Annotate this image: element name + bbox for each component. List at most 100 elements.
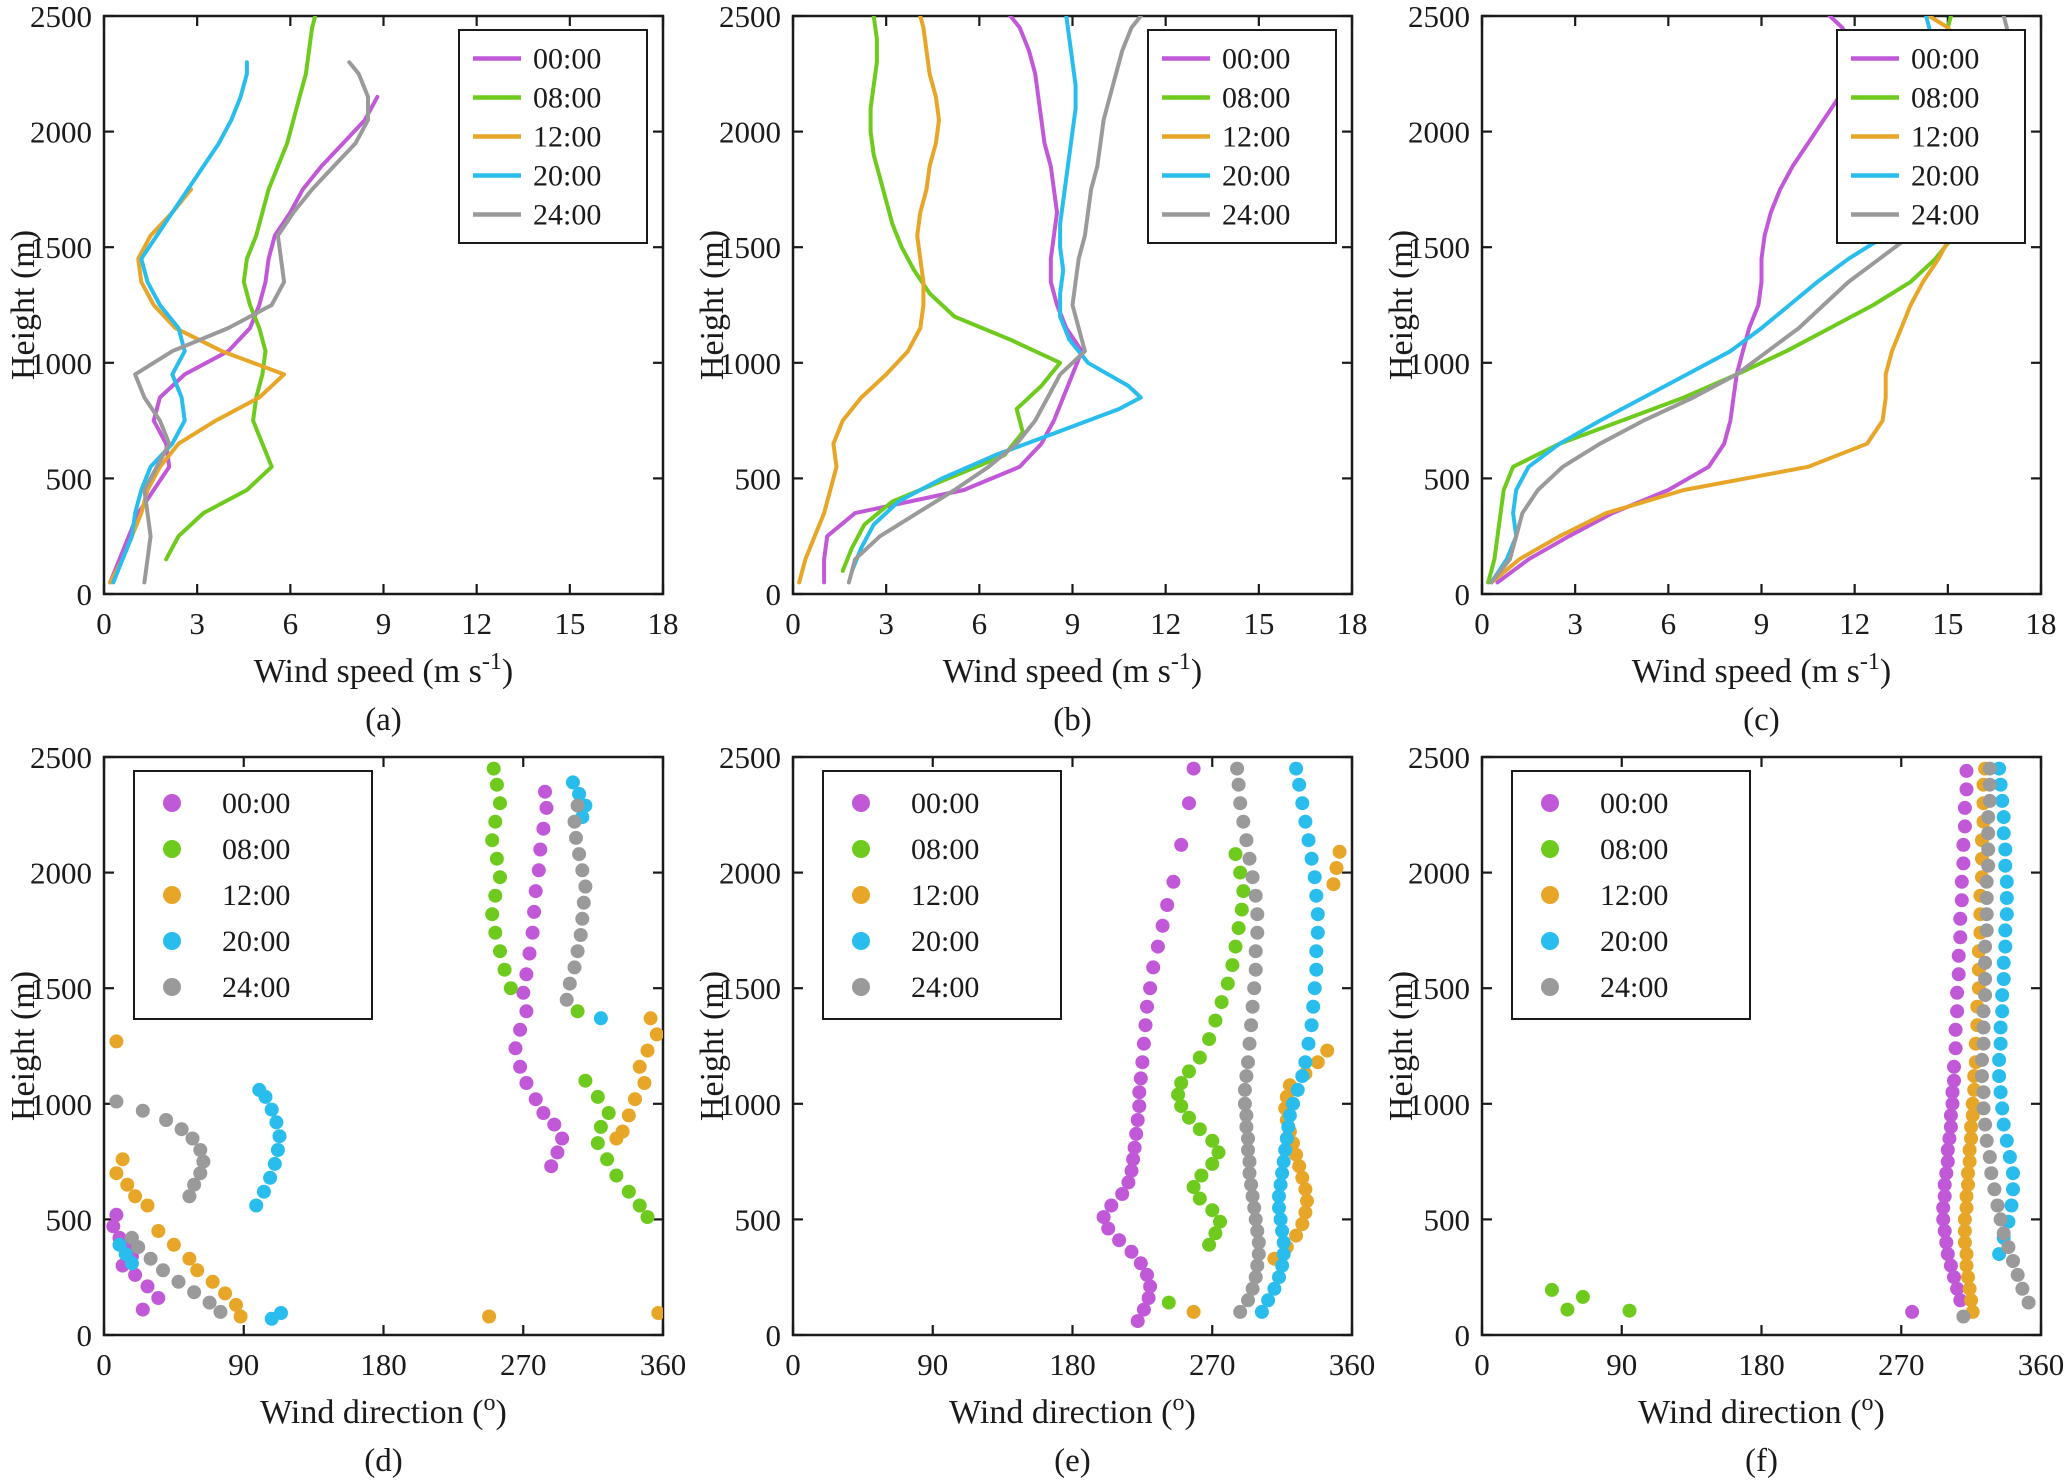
x-tick-label: 0 <box>785 1347 801 1382</box>
series-dots-00:00 <box>1905 763 1974 1319</box>
legend-label: 20:00 <box>911 925 979 958</box>
legend-label: 00:00 <box>1911 43 1979 76</box>
legend-label: 20:00 <box>533 160 601 193</box>
y-tick-label: 1500 <box>30 230 92 265</box>
legend-label: 12:00 <box>533 121 601 154</box>
legend-label: 24:00 <box>1911 199 1979 232</box>
x-tick-label: 90 <box>228 1347 259 1382</box>
x-tick-label: 270 <box>1878 1347 1925 1382</box>
x-axis-label: Wind direction (o) <box>260 1390 507 1431</box>
series-layer <box>1544 761 2036 1324</box>
y-tick-label: 2500 <box>30 0 92 34</box>
legend: 00:00 08:00 12:00 20:00 24:00 <box>1836 29 2026 244</box>
series-dots-08:00 <box>1544 1282 1637 1318</box>
legend-label: 08:00 <box>911 833 979 866</box>
legend: 00:00 08:00 12:00 20:00 24:00 <box>1147 29 1337 244</box>
x-tick-label: 15 <box>1243 606 1274 641</box>
y-tick-label: 2500 <box>30 741 92 775</box>
y-tick-label: 1500 <box>1408 971 1470 1006</box>
legend-label: 24:00 <box>533 199 601 232</box>
x-tick-label: 360 <box>2018 1347 2065 1382</box>
legend-label: 08:00 <box>1911 82 1979 115</box>
series-dots-00:00 <box>1096 761 1201 1329</box>
x-axis-label: Wind speed (m s-1) <box>254 649 513 690</box>
legend-label: 24:00 <box>911 971 979 1004</box>
x-tick-label: 9 <box>1065 606 1081 641</box>
y-tick-label: 1000 <box>719 346 781 381</box>
legend-label: 00:00 <box>911 787 979 820</box>
x-tick-label: 15 <box>554 606 585 641</box>
y-tick-label: 0 <box>766 1318 782 1353</box>
x-tick-label: 6 <box>972 606 988 641</box>
y-tick-label: 500 <box>1424 1202 1471 1237</box>
panel-letter: (e) <box>1054 1443 1091 1479</box>
legend-label: 12:00 <box>911 879 979 912</box>
x-tick-label: 360 <box>640 1347 687 1382</box>
x-tick-label: 0 <box>96 606 112 641</box>
legend: 00:00 08:00 12:00 20:00 24:00 <box>1511 770 1751 1020</box>
series-line-24:00 <box>846 16 1143 585</box>
panel-letter: (c) <box>1743 702 1780 738</box>
series-dots-24:00 <box>109 798 593 1319</box>
y-tick-label: 1500 <box>30 971 92 1006</box>
legend-label: 00:00 <box>1222 43 1290 76</box>
x-axis-label: Wind speed (m s-1) <box>1632 649 1891 690</box>
x-tick-label: 3 <box>1567 606 1583 641</box>
legend-label: 12:00 <box>1911 121 1979 154</box>
x-tick-label: 270 <box>500 1347 547 1382</box>
x-tick-label: 0 <box>1474 606 1490 641</box>
y-axis: 0 500 1000 1500 2000 2500 <box>719 741 1352 1353</box>
y-tick-label: 1000 <box>719 1087 781 1122</box>
series-dots-08:00 <box>485 761 655 1225</box>
x-axis-label: Wind direction (o) <box>1638 1390 1885 1431</box>
y-tick-label: 0 <box>1455 1318 1471 1353</box>
x-tick-label: 180 <box>1049 1347 1096 1382</box>
legend-label: 12:00 <box>222 879 290 912</box>
y-tick-label: 0 <box>77 577 93 612</box>
series-line-08:00 <box>840 16 1063 573</box>
x-tick-label: 12 <box>461 606 492 641</box>
x-tick-label: 6 <box>1661 606 1677 641</box>
y-axis-label: Height (m) <box>1383 230 1420 380</box>
y-tick-label: 2000 <box>719 115 781 150</box>
series-line-00:00 <box>822 16 1084 585</box>
panel-e-chart: 0 90 180 270 360 0 500 1000 1500 2000 2500 Wind dir… <box>694 741 1376 1479</box>
x-axis-label: Wind speed (m s-1) <box>943 649 1202 690</box>
x-tick-label: 9 <box>1754 606 1770 641</box>
x-tick-label: 270 <box>1189 1347 1236 1382</box>
legend: 00:00 08:00 12:00 20:00 24:00 <box>458 29 648 244</box>
y-tick-label: 2500 <box>719 741 781 775</box>
y-tick-label: 1000 <box>30 1087 92 1122</box>
series-line-20:00 <box>850 16 1143 573</box>
x-axis-label: Wind direction (o) <box>949 1390 1196 1431</box>
series-line-12:00 <box>797 16 941 585</box>
y-tick-label: 1500 <box>1408 230 1470 265</box>
legend-label: 24:00 <box>1600 971 1668 1004</box>
x-tick-label: 90 <box>1606 1347 1637 1382</box>
y-axis: 0 500 1000 1500 2000 2500 <box>1408 0 2041 612</box>
y-tick-label: 500 <box>46 461 93 496</box>
series-dots-24:00 <box>1230 761 1266 1319</box>
x-tick-label: 360 <box>1329 1347 1376 1382</box>
series-layer <box>108 16 380 585</box>
legend-label: 20:00 <box>1600 925 1668 958</box>
x-tick-label: 3 <box>189 606 205 641</box>
y-tick-label: 2000 <box>1408 115 1470 150</box>
series-dots-20:00 <box>1992 761 2020 1262</box>
panel-b-chart: 0 3 6 9 12 15 18 0 500 1000 1500 2000 2500 Wind speed… <box>694 0 1368 738</box>
series-dots-12:00 <box>109 1011 663 1324</box>
y-tick-label: 2000 <box>30 856 92 891</box>
y-axis: 0 500 1000 1500 2000 2500 <box>30 0 663 612</box>
y-tick-label: 0 <box>1455 577 1471 612</box>
legend-label: 20:00 <box>222 925 290 958</box>
panel-letter: (b) <box>1053 702 1091 738</box>
x-tick-label: 0 <box>1474 1347 1490 1382</box>
x-axis: 0 90 180 270 360 <box>96 757 686 1382</box>
y-tick-label: 2500 <box>1408 0 1470 34</box>
legend-label: 08:00 <box>1222 82 1290 115</box>
series-line-08:00 <box>164 16 318 562</box>
y-axis-label: Height (m) <box>5 971 42 1121</box>
x-axis: 0 90 180 270 360 <box>1474 757 2064 1382</box>
y-axis-label: Height (m) <box>694 230 731 380</box>
panel-f: 0 90 180 270 360 0 500 1000 1500 2000 2500 Wind dir… <box>1378 741 2067 1482</box>
